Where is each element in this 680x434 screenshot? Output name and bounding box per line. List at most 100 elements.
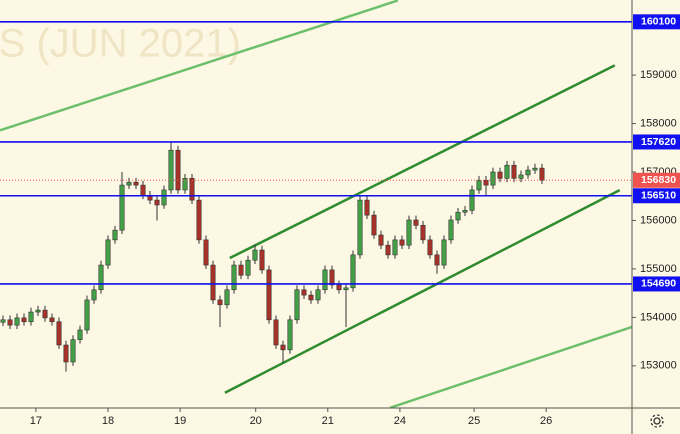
candle-body [518,174,524,179]
level-label-box [633,134,680,150]
level-label: 154690 [641,278,676,290]
candle-body [525,169,531,176]
candle-body [168,149,174,191]
candle-body [49,317,55,323]
candle-body [490,171,496,186]
candle-body [231,264,237,291]
candle-body [462,209,468,213]
candle-body [434,254,440,266]
watermark: ES (JUN 2021) [0,22,241,66]
trend-line [224,189,621,394]
candle-body [350,254,356,289]
candle-body [252,249,258,261]
candle-body [539,167,545,181]
candle-body [77,329,83,340]
candle-body [224,289,230,306]
candle-body [273,319,279,346]
candle-body [189,178,195,201]
candle-body [245,259,251,276]
level-label-box [633,14,680,30]
candle-body [21,317,27,323]
candle-body [308,294,314,301]
candle-body [182,178,188,191]
candle-body [315,289,321,301]
candle-body [14,317,20,326]
candle-body [133,181,139,186]
candle-body [343,287,349,291]
plot-area [0,0,632,408]
trend-line [229,64,616,260]
candle-body [203,239,209,266]
y-tick-label: 155000 [640,263,677,275]
candle-body [399,239,405,246]
candle-body [329,269,335,286]
candle-body [301,289,307,296]
candle-body [483,179,489,186]
candle-body [280,344,286,351]
candle-body [392,239,398,256]
candle-body [497,171,503,179]
candle-body [105,239,111,266]
candle-body [385,244,391,256]
candle-body [175,149,181,191]
x-tick-label: 26 [540,415,552,427]
x-tick-label: 19 [174,415,186,427]
candle-body [126,181,132,186]
candle-body [154,199,160,206]
candle-body [63,344,69,363]
candle-body [532,167,538,171]
x-tick-label: 20 [250,415,262,427]
candle-body [119,184,125,231]
y-tick-label: 154000 [640,311,677,323]
candle-body [98,264,104,291]
level-label-box [633,188,680,204]
candle-body [35,309,41,313]
y-tick-label: 156000 [640,214,677,226]
candle-body [455,211,461,221]
candle-body [259,249,265,271]
candle-body [364,199,370,216]
x-tick-label: 25 [468,415,480,427]
y-tick-label: 153000 [640,360,677,372]
settings-icon[interactable] [650,414,664,428]
candle-body [476,179,482,191]
candle-body [357,199,363,256]
trend-line [389,325,632,408]
candle-body [140,184,146,196]
x-tick-label: 21 [322,415,334,427]
candle-body [294,289,300,321]
candle-body [70,339,76,363]
level-label-box [633,276,680,292]
candle-body [287,319,293,351]
candle-body [91,289,97,301]
candle-body [0,319,6,323]
last-price-label: 156830 [641,174,676,186]
candle-body [406,219,412,246]
candle-body [469,189,475,211]
y-tick-label: 158000 [640,117,677,129]
candle-body [378,234,384,246]
candle-body [42,309,48,319]
x-tick-label: 17 [30,415,42,427]
x-tick-label: 18 [102,415,114,427]
x-tick-label: 24 [394,415,406,427]
last-price-box [633,172,680,188]
level-label: 157620 [641,136,676,148]
level-label: 160100 [641,16,676,28]
candle-body [441,239,447,266]
candle-body [448,219,454,241]
candle-body [7,319,13,326]
candle-body [217,299,223,306]
candle-body [504,164,510,179]
candle-body [336,284,342,291]
candle-body [266,269,272,321]
candle-body [112,229,118,241]
candle-body [161,189,167,206]
candle-body [420,225,426,241]
candle-body [427,239,433,256]
level-label: 156510 [641,190,676,202]
y-tick-label: 159000 [640,69,677,81]
